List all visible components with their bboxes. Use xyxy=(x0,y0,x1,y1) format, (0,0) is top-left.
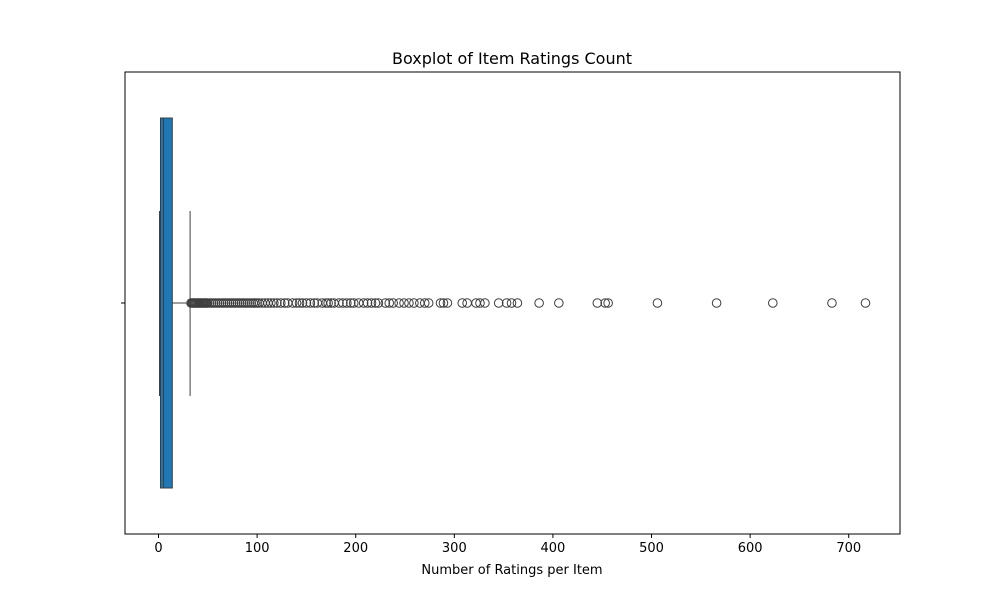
x-tick-label: 400 xyxy=(541,541,566,556)
outlier-point xyxy=(592,298,603,308)
x-tick-label: 100 xyxy=(245,541,270,556)
outlier-point xyxy=(512,298,523,308)
outlier-point xyxy=(419,298,430,308)
outlier-point xyxy=(358,298,369,308)
outlier-point xyxy=(462,298,472,308)
outlier-point xyxy=(442,298,453,308)
outlier-point xyxy=(394,298,404,308)
x-axis-label: Number of Ratings per Item xyxy=(421,563,602,578)
box-iqr xyxy=(159,117,173,489)
outlier-point xyxy=(323,298,333,308)
plot-area xyxy=(159,117,871,489)
x-tick-label: 0 xyxy=(154,541,162,556)
outlier-point xyxy=(384,298,395,308)
outlier-point xyxy=(334,298,344,308)
outlier-point xyxy=(435,298,446,308)
outlier-point xyxy=(287,298,298,308)
x-tick-label: 200 xyxy=(343,541,368,556)
outlier-point xyxy=(291,298,302,308)
outlier-point xyxy=(373,298,384,308)
outlier-point xyxy=(362,298,373,308)
outlier-point xyxy=(415,298,425,308)
outlier-point xyxy=(294,298,305,308)
outlier-point xyxy=(326,298,336,308)
outlier-point xyxy=(279,298,290,308)
outlier-point xyxy=(297,298,308,308)
outlier-point xyxy=(399,298,409,308)
outlier-point xyxy=(388,298,398,308)
outlier-point xyxy=(493,298,504,308)
outlier-point xyxy=(534,298,544,308)
outlier-point xyxy=(475,298,485,308)
outlier-point xyxy=(272,298,282,308)
outlier-point xyxy=(860,298,871,308)
x-tick-label: 300 xyxy=(442,541,467,556)
outlier-point xyxy=(506,298,517,308)
outlier-point xyxy=(366,298,377,308)
outlier-point xyxy=(480,298,490,308)
outlier-point xyxy=(338,298,348,308)
outlier-point xyxy=(438,298,449,308)
outlier-point xyxy=(827,298,837,308)
x-axis: 0 100 200 300 400 500 600 700 xyxy=(121,302,861,556)
outlier-point xyxy=(345,298,356,308)
outlier-point xyxy=(269,298,279,308)
outlier-point xyxy=(305,298,316,308)
outlier-point xyxy=(768,298,778,308)
outlier-point xyxy=(309,298,320,308)
outlier-point xyxy=(711,298,722,308)
x-tick-label: 700 xyxy=(836,541,861,556)
outlier-point xyxy=(380,298,391,308)
outlier-point xyxy=(652,298,663,308)
outlier-point xyxy=(457,298,468,308)
outlier-point xyxy=(353,298,364,308)
outlier-point xyxy=(554,298,564,308)
outlier-point xyxy=(275,298,286,308)
outlier-point xyxy=(404,298,414,308)
outlier-point xyxy=(266,298,276,308)
outlier-point xyxy=(342,298,352,308)
outlier-point xyxy=(600,298,610,308)
outlier-point xyxy=(409,298,419,308)
plot-frame xyxy=(124,71,901,535)
x-tick-label: 600 xyxy=(738,541,763,556)
outlier-point xyxy=(423,298,434,308)
outlier-point xyxy=(301,298,312,308)
outlier-point xyxy=(348,298,359,308)
outlier-point xyxy=(603,298,613,308)
outlier-point xyxy=(501,298,512,308)
chart-title: Boxplot of Item Ratings Count xyxy=(392,49,632,68)
x-tick-label: 500 xyxy=(639,541,664,556)
outlier-point xyxy=(370,298,381,308)
